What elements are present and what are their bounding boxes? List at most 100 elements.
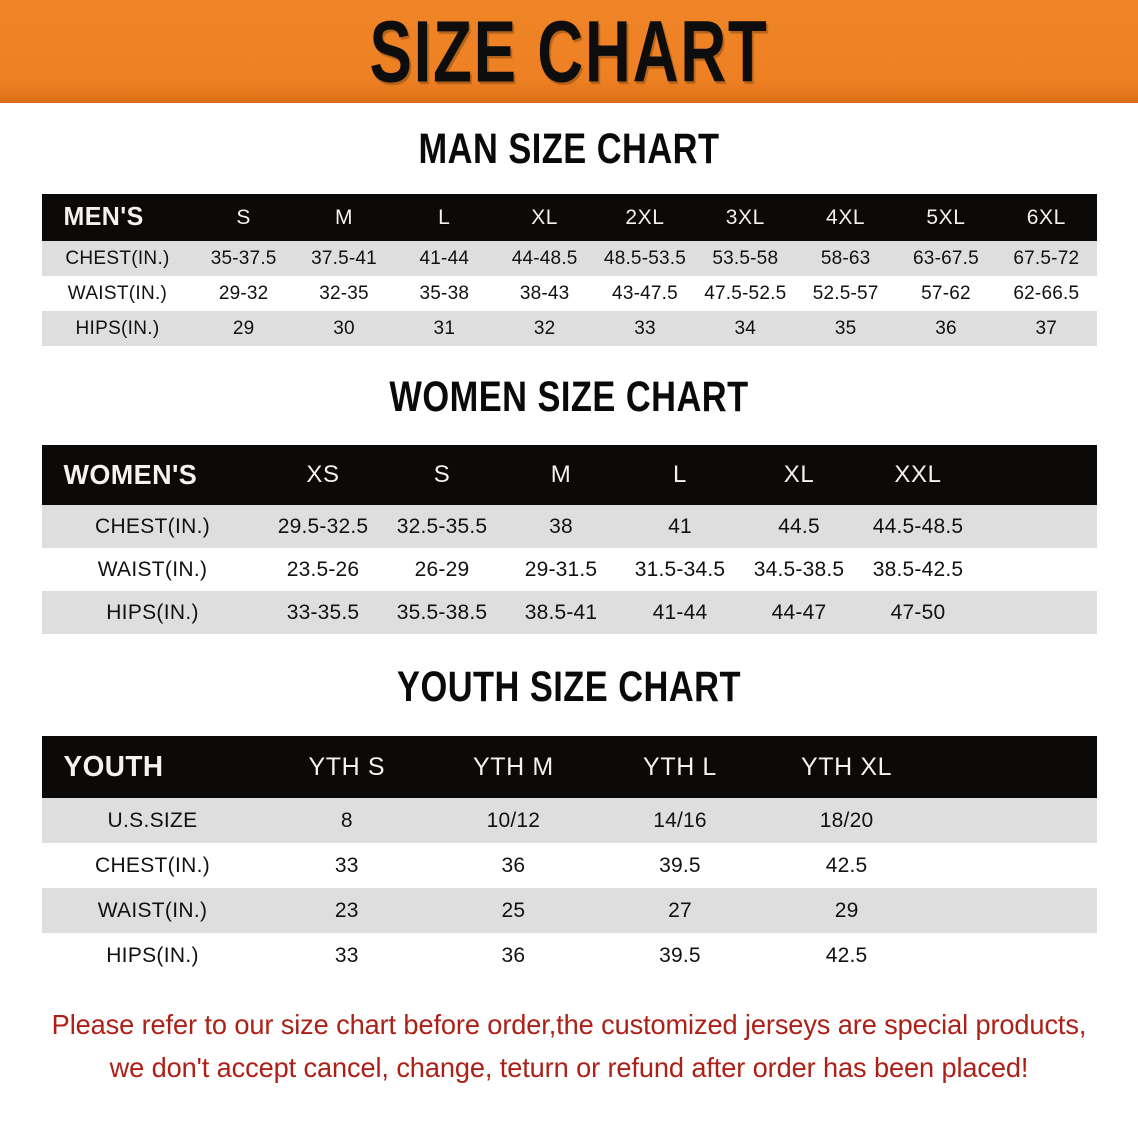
youth-corner-label: YOUTH (63, 750, 164, 783)
man-corner-label: MEN'S (63, 202, 144, 232)
table-header-row: WOMEN'S XS S M L XL XXL (41, 445, 1097, 505)
measurement-cell: 47.5-52.5 (704, 282, 787, 304)
women-column-header: M (550, 461, 572, 488)
man-column-header: L (438, 205, 451, 229)
measurement-cell: 35-38 (419, 282, 470, 304)
page-banner: SIZE CHART (0, 0, 1138, 103)
measurement-cell: 33 (634, 317, 656, 339)
youth-table-body: U.S.SIZE 8 10/12 14/16 18/20 CHEST(IN.) 33 36 39… (41, 798, 1097, 978)
youth-column-header: YTH S (308, 752, 386, 781)
section-title-man: MAN SIZE CHART (418, 124, 720, 173)
measurement-cell: 35-37.5 (210, 247, 277, 269)
measurement-cell: 43-47.5 (612, 282, 678, 304)
measurement-cell: 32 (533, 317, 556, 339)
women-table-body: CHEST(IN.) 29.5-32.5 32.5-35.5 38 41 44.5 44.5… (41, 505, 1097, 634)
measurement-cell: 37.5-41 (311, 247, 377, 269)
row-label: CHEST(IN.) (95, 853, 210, 877)
table-row: WAIST(IN.) 29-32 32-35 35-38 38-43 43-47.5 47.… (41, 276, 1097, 311)
women-column-header: XXL (894, 461, 942, 488)
measurement-cell: 30 (333, 317, 355, 339)
measurement-cell-empty (930, 933, 1097, 978)
measurement-cell: 18/20 (819, 808, 874, 832)
measurement-cell: 38-43 (519, 282, 570, 304)
measurement-cell: 63-67.5 (913, 247, 979, 269)
measurement-cell: 33 (334, 853, 359, 877)
measurement-cell: 38.5-42.5 (872, 557, 964, 581)
women-size-table: WOMEN'S XS S M L XL XXL CHEST(IN.) 29.5-32.5 32.… (41, 445, 1097, 634)
measurement-cell: 38.5-41 (524, 600, 598, 624)
measurement-cell: 39.5 (659, 943, 701, 967)
section-women-size-chart: WOMEN SIZE CHART WOMEN'S XS S M L XL XXL CHEST… (0, 372, 1138, 634)
measurement-cell: 31.5-34.5 (634, 557, 726, 581)
measurement-cell: 36 (501, 853, 526, 877)
table-header-row: YOUTH YTH S YTH M YTH L YTH XL (41, 736, 1097, 798)
youth-column-header-empty (930, 736, 1097, 798)
women-table-header: WOMEN'S XS S M L XL XXL (41, 445, 1097, 505)
measurement-cell: 23 (334, 898, 359, 922)
measurement-cell-empty (978, 505, 1097, 548)
row-label: HIPS(IN.) (106, 600, 199, 624)
section-title-youth: YOUTH SIZE CHART (397, 662, 741, 711)
women-column-header: L (673, 461, 687, 488)
measurement-cell: 36 (501, 943, 526, 967)
man-column-header: 3XL (725, 205, 765, 229)
measurement-cell: 33 (334, 943, 359, 967)
measurement-cell: 31 (433, 317, 456, 339)
measurement-cell: 39.5 (659, 853, 701, 877)
man-column-header: 5XL (926, 205, 966, 229)
man-column-header: M (334, 205, 354, 229)
women-corner-label: WOMEN'S (63, 459, 198, 490)
women-column-header: XS (306, 461, 340, 488)
row-label: WAIST(IN.) (97, 557, 208, 581)
measurement-cell-empty (930, 888, 1097, 933)
youth-column-header: YTH M (473, 752, 554, 781)
measurement-cell: 44-47 (771, 600, 827, 624)
measurement-cell: 33-35.5 (286, 600, 360, 624)
measurement-cell-empty (930, 798, 1097, 843)
measurement-cell: 37 (1035, 317, 1058, 339)
row-label: HIPS(IN.) (75, 317, 160, 339)
measurement-cell: 29.5-32.5 (277, 514, 369, 538)
measurement-cell: 8 (340, 808, 353, 832)
measurement-cell: 34 (734, 317, 757, 339)
measurement-cell: 14/16 (653, 808, 707, 832)
measurement-cell: 58-63 (820, 247, 871, 269)
youth-table-header: YOUTH YTH S YTH M YTH L YTH XL (41, 736, 1097, 798)
section-title-women: WOMEN SIZE CHART (389, 372, 749, 421)
measurement-cell: 36 (935, 317, 957, 339)
footer-note-line-1: Please refer to our size chart before or… (51, 1009, 1087, 1040)
measurement-cell: 35.5-38.5 (396, 600, 488, 624)
table-row: HIPS(IN.) 33 36 39.5 42.5 (41, 933, 1097, 978)
measurement-cell: 25 (501, 898, 526, 922)
man-table-body: CHEST(IN.) 35-37.5 37.5-41 41-44 44-48.5 48.5… (41, 241, 1097, 346)
measurement-cell: 41-44 (652, 600, 708, 624)
measurement-cell: 29 (232, 317, 255, 339)
table-row: HIPS(IN.) 33-35.5 35.5-38.5 38.5-41 41-44 44-… (41, 591, 1097, 634)
row-label: HIPS(IN.) (106, 943, 199, 967)
measurement-cell: 32.5-35.5 (396, 514, 488, 538)
man-column-header: 6XL (1026, 205, 1066, 229)
section-youth-size-chart: YOUTH SIZE CHART YOUTH YTH S YTH M YTH L YTH… (0, 662, 1138, 978)
measurement-cell: 41 (668, 514, 692, 538)
measurement-cell: 44.5-48.5 (872, 514, 964, 538)
measurement-cell-empty (978, 548, 1097, 591)
women-column-header: S (433, 461, 451, 488)
measurement-cell: 52.5-57 (812, 282, 879, 304)
section-man-size-chart: MAN SIZE CHART MEN'S S M L XL 2XL 3XL 4XL 5XL 6XL… (0, 124, 1138, 346)
measurement-cell: 42.5 (825, 943, 868, 967)
women-column-header: XL (783, 461, 815, 488)
table-row: CHEST(IN.) 33 36 39.5 42.5 (41, 843, 1097, 888)
man-column-header: 2XL (625, 205, 665, 229)
table-row: CHEST(IN.) 35-37.5 37.5-41 41-44 44-48.5 48.5… (41, 241, 1097, 276)
women-column-header-empty (978, 445, 1097, 505)
measurement-cell: 29-31.5 (524, 557, 598, 581)
measurement-cell: 62-66.5 (1013, 282, 1080, 304)
measurement-cell: 29-32 (218, 282, 269, 304)
footer-note: Please refer to our size chart before or… (50, 1004, 1088, 1089)
youth-column-header: YTH XL (801, 752, 893, 781)
measurement-cell: 48.5-53.5 (603, 247, 687, 269)
man-column-header: XL (531, 205, 559, 229)
table-row: CHEST(IN.) 29.5-32.5 32.5-35.5 38 41 44.5 44.5… (41, 505, 1097, 548)
measurement-cell: 38 (549, 514, 573, 538)
page-title: SIZE CHART (369, 1, 769, 100)
